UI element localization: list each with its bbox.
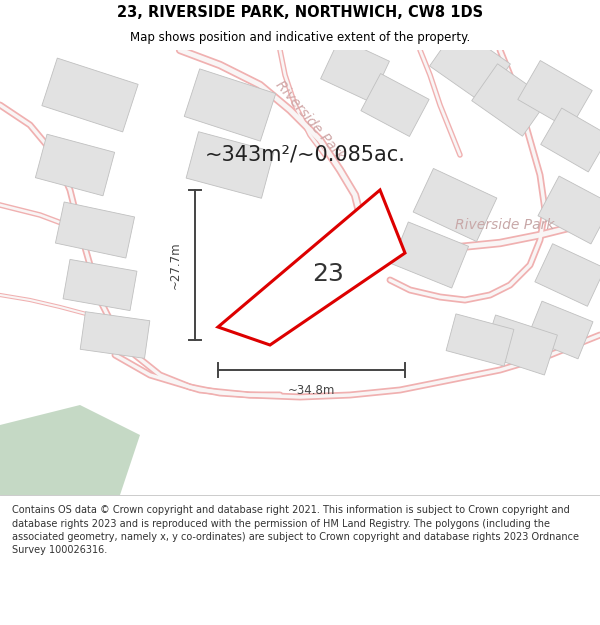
Text: ~27.7m: ~27.7m	[169, 241, 182, 289]
Text: Riverside Park: Riverside Park	[455, 218, 554, 232]
Polygon shape	[430, 27, 511, 103]
Text: Map shows position and indicative extent of the property.: Map shows position and indicative extent…	[130, 31, 470, 44]
Polygon shape	[186, 132, 274, 198]
Polygon shape	[446, 314, 514, 366]
Text: Riverside Park: Riverside Park	[272, 78, 347, 162]
Polygon shape	[538, 176, 600, 244]
Polygon shape	[482, 315, 557, 375]
Polygon shape	[361, 74, 429, 136]
Polygon shape	[35, 134, 115, 196]
Polygon shape	[184, 69, 276, 141]
Polygon shape	[391, 222, 469, 288]
Polygon shape	[55, 202, 134, 258]
Polygon shape	[80, 312, 150, 358]
Text: 23: 23	[313, 262, 344, 286]
Polygon shape	[42, 58, 138, 132]
Text: 23, RIVERSIDE PARK, NORTHWICH, CW8 1DS: 23, RIVERSIDE PARK, NORTHWICH, CW8 1DS	[117, 5, 483, 20]
Polygon shape	[63, 259, 137, 311]
Polygon shape	[527, 301, 593, 359]
Text: ~34.8m: ~34.8m	[288, 384, 335, 396]
Polygon shape	[472, 64, 548, 136]
Polygon shape	[541, 108, 600, 172]
Text: Contains OS data © Crown copyright and database right 2021. This information is : Contains OS data © Crown copyright and d…	[12, 506, 579, 555]
Polygon shape	[320, 38, 389, 102]
Polygon shape	[535, 244, 600, 306]
Polygon shape	[218, 190, 405, 345]
Polygon shape	[0, 405, 140, 495]
Polygon shape	[413, 169, 497, 241]
Polygon shape	[518, 61, 592, 129]
Text: ~343m²/~0.085ac.: ~343m²/~0.085ac.	[205, 145, 406, 165]
